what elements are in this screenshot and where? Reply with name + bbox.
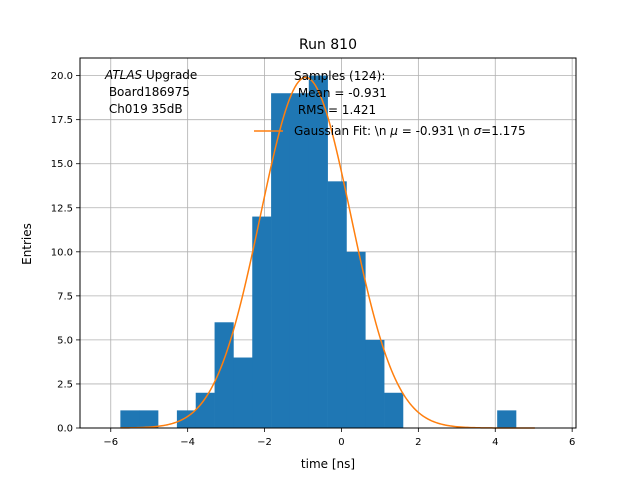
x-tick-label: −4 <box>180 437 195 448</box>
histogram-bar <box>365 339 385 428</box>
histogram-bar <box>195 392 215 428</box>
histogram-bar <box>289 93 310 428</box>
histogram-bar <box>497 410 517 428</box>
histogram-bar <box>252 216 272 428</box>
histogram-bar <box>346 251 366 428</box>
legend: Samples (124): Mean = -0.931 RMS = 1.421… <box>254 69 526 138</box>
legend-samples: Samples (124): <box>294 69 385 83</box>
annotation-line-2: Board186975 <box>105 85 190 99</box>
histogram-bar <box>214 322 234 428</box>
chart-title: Run 810 <box>299 37 357 53</box>
y-tick-label: 17.5 <box>51 115 73 126</box>
x-axis-label: time [ns] <box>301 457 355 471</box>
axes-frame <box>79 57 577 429</box>
histogram-bar <box>327 181 347 428</box>
histogram-bar <box>233 357 253 428</box>
x-tick-label: 0 <box>338 437 344 448</box>
gaussian-fit <box>120 76 535 429</box>
y-tick-label: 7.5 <box>57 291 73 302</box>
y-tick-label: 10.0 <box>51 247 73 258</box>
legend-rms: RMS = 1.421 <box>294 103 376 117</box>
x-tick-label: 6 <box>569 437 575 448</box>
x-tick-label: −6 <box>103 437 118 448</box>
axis-ticks: −6 −4 −2 0 2 4 6 0.0 2.5 5.0 7.5 10.0 12.5 15.0 17.5 20… <box>51 71 576 448</box>
histogram-bar <box>120 410 140 428</box>
legend-fit-label: Gaussian Fit: \n μ = -0.931 \n σ=1.175 <box>294 124 526 138</box>
y-tick-label: 0.0 <box>57 424 73 435</box>
y-tick-label: 5.0 <box>57 335 73 346</box>
x-tick-label: −2 <box>257 437 272 448</box>
annotation-upgrade: Upgrade <box>142 68 197 82</box>
histogram-bar <box>308 75 328 428</box>
y-tick-label: 15.0 <box>51 159 73 170</box>
y-tick-label: 12.5 <box>51 203 73 214</box>
histogram-bars <box>120 75 517 428</box>
atlas-annotation: ATLAS Upgrade Board186975 Ch019 35dB <box>104 68 197 116</box>
annotation-line-1: ATLAS Upgrade <box>104 68 197 82</box>
legend-mean: Mean = -0.931 <box>294 86 387 100</box>
histogram-bar <box>384 392 404 428</box>
gaussian-fit-line <box>120 76 535 429</box>
annotation-line-3: Ch019 35dB <box>105 102 183 116</box>
histogram-bar <box>139 410 159 428</box>
annotation-atlas: ATLAS <box>104 68 143 82</box>
x-tick-label: 4 <box>492 437 498 448</box>
y-axis-label: Entries <box>20 223 34 265</box>
x-tick-label: 2 <box>415 437 421 448</box>
histogram-bar <box>176 410 197 428</box>
histogram-bar <box>271 93 291 428</box>
y-tick-label: 2.5 <box>57 379 73 390</box>
y-tick-label: 20.0 <box>51 71 73 82</box>
